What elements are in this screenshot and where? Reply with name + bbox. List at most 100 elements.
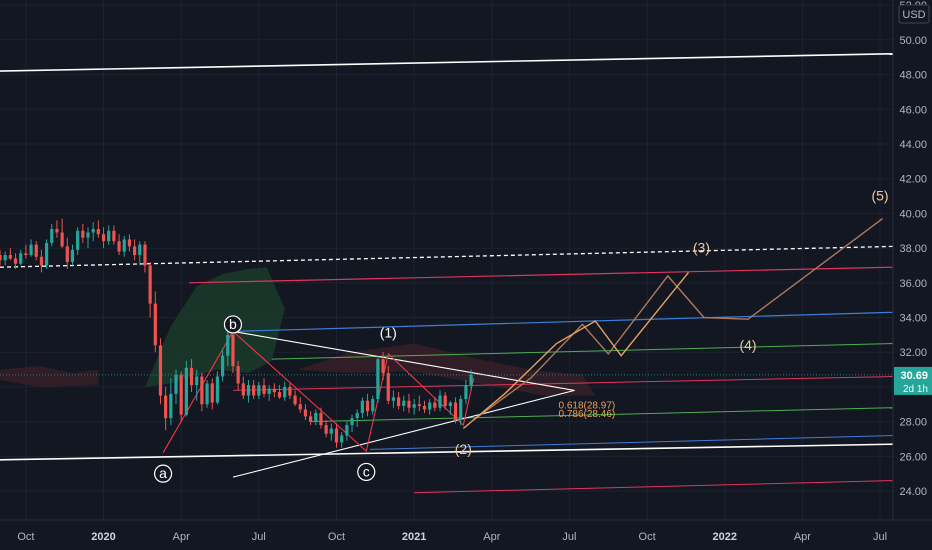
candle — [236, 360, 240, 391]
wave-label-text: (3) — [693, 240, 710, 256]
time-tick-label: 2022 — [713, 531, 737, 543]
candle — [29, 239, 33, 257]
candle — [277, 385, 282, 400]
candle — [13, 253, 18, 269]
candle-body — [298, 404, 302, 410]
candle — [24, 244, 28, 259]
candle — [153, 291, 157, 353]
candle-body — [200, 376, 204, 405]
wave-circle — [153, 464, 173, 483]
candle-body — [8, 255, 12, 259]
candle-body — [345, 425, 349, 436]
candle — [8, 248, 12, 261]
candle-body — [288, 386, 292, 396]
candle-body — [76, 230, 80, 250]
candle — [3, 251, 7, 266]
candle — [417, 395, 421, 412]
dashed-resistance-line — [0, 245, 894, 268]
price-tick-label: 38.00 — [899, 243, 927, 255]
candle-body — [86, 232, 90, 238]
candle — [19, 249, 23, 266]
candle-body — [329, 428, 333, 434]
candle — [65, 237, 69, 269]
time-tick-label: Apr — [173, 531, 190, 543]
candle — [293, 390, 297, 406]
candle — [319, 407, 323, 429]
candle-body — [397, 397, 401, 406]
candle — [309, 411, 313, 426]
candle-body — [402, 400, 406, 406]
candle — [355, 409, 359, 427]
candle-body — [96, 229, 100, 235]
time-tick-label: Jul — [252, 531, 266, 543]
wave-label-text: (5) — [871, 188, 888, 204]
candle — [329, 423, 333, 441]
last-price-value: 30.69 — [900, 370, 928, 382]
candle — [174, 369, 178, 405]
time-tick-label: Apr — [483, 531, 500, 543]
candle — [138, 241, 142, 266]
candle — [246, 379, 251, 403]
candle — [39, 249, 44, 273]
candle — [448, 400, 452, 415]
candle-body — [132, 246, 137, 256]
wave-label-text: (2) — [455, 441, 472, 457]
candle-body — [433, 402, 437, 408]
candle-body — [19, 253, 23, 264]
price-tick-label: 36.00 — [899, 278, 927, 290]
wave-circle — [223, 315, 243, 334]
wave-label: (3) — [693, 240, 710, 256]
candle — [179, 371, 183, 422]
candle-body — [257, 385, 261, 396]
candle-body — [267, 388, 271, 394]
fib-level-label: 0.618(28.97) — [559, 400, 616, 411]
candle — [365, 393, 370, 417]
candle — [376, 355, 380, 403]
price-tick-label: 42.00 — [899, 174, 927, 186]
candle-body — [29, 244, 33, 256]
wave-label: b — [223, 315, 243, 334]
time-tick-label: Oct — [17, 531, 34, 543]
candle-body — [324, 425, 328, 434]
candle-body — [277, 392, 282, 398]
candle-body — [340, 435, 344, 443]
candle — [303, 404, 308, 420]
candle — [215, 371, 220, 405]
wave-label: (4) — [739, 337, 756, 353]
candle — [210, 378, 214, 410]
candle — [169, 378, 173, 426]
candle-body — [376, 359, 380, 400]
last-price-badge — [894, 366, 932, 395]
candle-body — [50, 229, 54, 243]
candle-body — [231, 334, 235, 367]
candle — [464, 379, 468, 405]
candle — [220, 348, 225, 382]
candle-body — [44, 242, 49, 266]
candle-body — [412, 404, 416, 408]
cloud-bullish — [145, 267, 285, 387]
candle — [200, 373, 204, 412]
candle-body — [24, 253, 28, 256]
lower-channel-line — [0, 443, 894, 461]
time-tick-label: Jul — [873, 531, 887, 543]
candle — [298, 397, 302, 413]
candle — [386, 366, 390, 405]
candle-body — [246, 385, 251, 396]
candle-body — [184, 367, 188, 415]
candle — [117, 234, 121, 256]
candle-body — [293, 395, 297, 405]
candle — [101, 227, 106, 249]
candle-body — [334, 428, 339, 443]
candle — [397, 392, 401, 410]
time-axis[interactable]: Oct 2020 Apr Jul Oct 2021 Apr Jul Oct 2022 Apr Jul — [0, 519, 932, 550]
candle — [86, 227, 90, 249]
candle-body — [272, 388, 276, 393]
candle-body — [448, 402, 452, 406]
candle — [122, 235, 126, 257]
candle — [44, 239, 49, 269]
candle-body — [70, 249, 75, 262]
price-tick-label: 50.00 — [899, 35, 927, 47]
candle — [143, 241, 147, 273]
